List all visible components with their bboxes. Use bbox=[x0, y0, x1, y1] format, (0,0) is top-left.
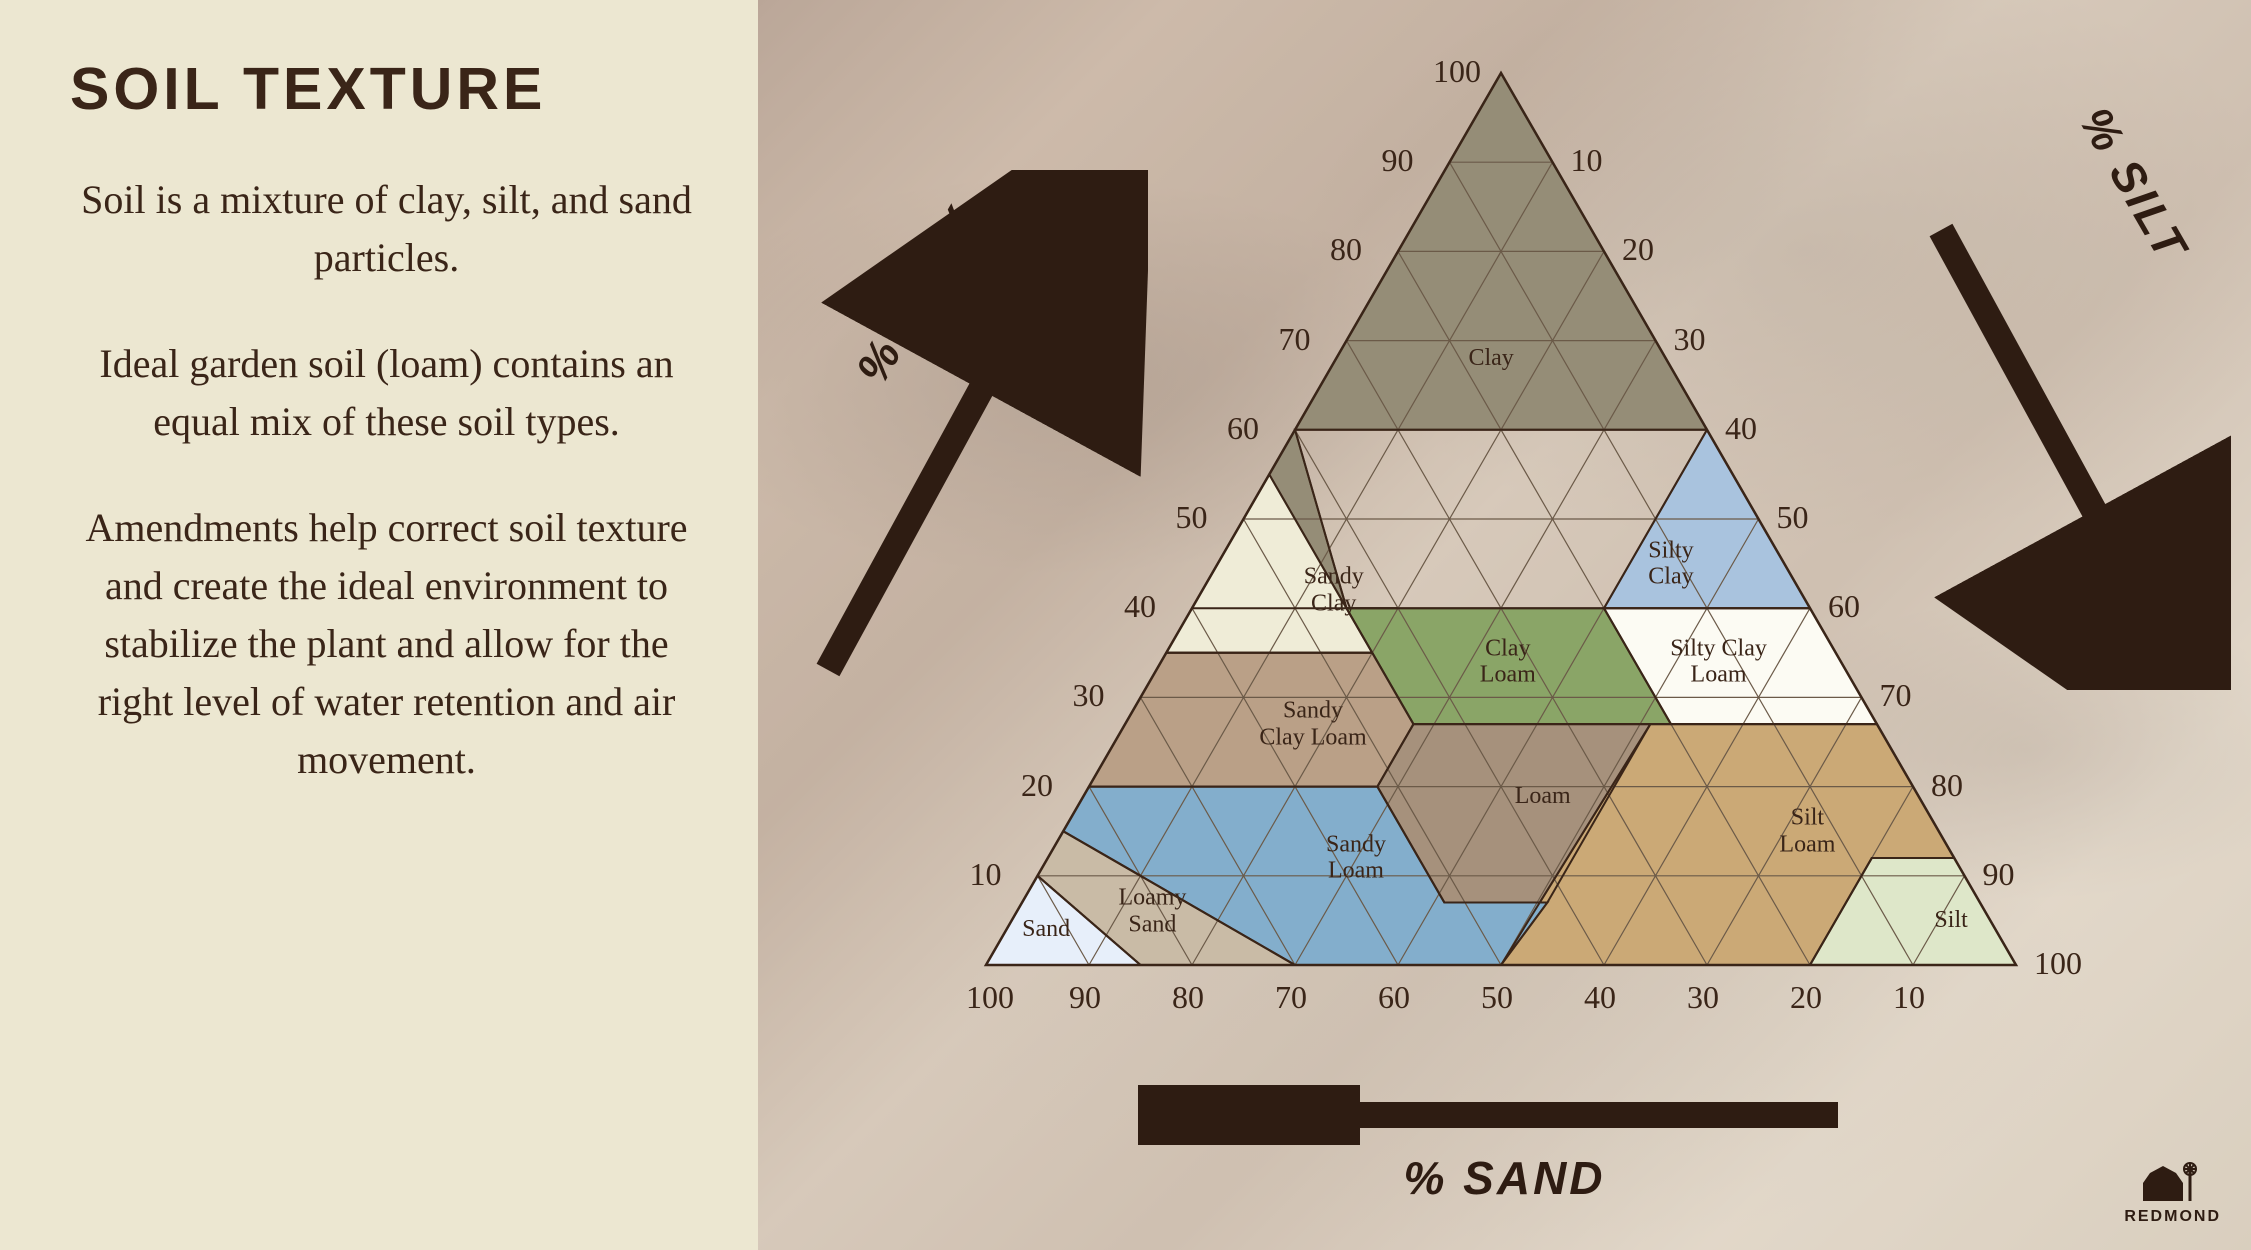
tick-clay-70: 70 bbox=[1279, 321, 1311, 358]
brand-logo: REDMOND bbox=[2124, 1161, 2221, 1226]
tick-silt-90: 90 bbox=[1983, 856, 2015, 893]
tick-silt-80: 80 bbox=[1931, 767, 1963, 804]
tick-silt-40: 40 bbox=[1725, 410, 1757, 447]
region-label-clay: Clay bbox=[1468, 345, 1513, 371]
tick-silt-20: 20 bbox=[1622, 231, 1654, 268]
tick-silt-100: 100 bbox=[2034, 945, 2082, 982]
tick-sand-90: 90 bbox=[1069, 979, 1101, 1016]
tick-sand-60: 60 bbox=[1378, 979, 1410, 1016]
tick-clay-60: 60 bbox=[1227, 410, 1259, 447]
tick-sand-80: 80 bbox=[1172, 979, 1204, 1016]
tick-clay-30: 30 bbox=[1073, 677, 1105, 714]
tick-sand-50: 50 bbox=[1481, 979, 1513, 1016]
region-label-sandy-clay-loam: SandyClay Loam bbox=[1259, 698, 1366, 751]
region-label-loam: Loam bbox=[1515, 782, 1571, 808]
tick-sand-70: 70 bbox=[1275, 979, 1307, 1016]
region-label-sandy-clay: SandyClay bbox=[1304, 564, 1364, 617]
tick-silt-70: 70 bbox=[1880, 677, 1912, 714]
barn-icon bbox=[2138, 1161, 2208, 1203]
axis-label-sand: % SAND bbox=[1403, 1151, 1605, 1205]
tick-clay-90: 90 bbox=[1382, 142, 1414, 179]
paragraph-1: Soil is a mixture of clay, silt, and san… bbox=[70, 171, 703, 287]
region-label-loamy-sand: LoamySand bbox=[1118, 885, 1186, 938]
tick-sand-20: 20 bbox=[1790, 979, 1822, 1016]
region-label-sand: Sand bbox=[1022, 916, 1070, 942]
region-label-clay-loam: ClayLoam bbox=[1480, 635, 1536, 688]
right-panel: % CLAY % SILT % SAND bbox=[758, 0, 2251, 1250]
region-label-silt-loam: SiltLoam bbox=[1779, 805, 1835, 858]
tick-sand-10: 10 bbox=[1893, 979, 1925, 1016]
soil-triangle-diagram: % CLAY % SILT % SAND bbox=[758, 0, 2251, 1250]
arrow-sand bbox=[1138, 1085, 1858, 1145]
arrow-silt bbox=[1861, 170, 2231, 690]
tick-clay-10: 10 bbox=[970, 856, 1002, 893]
tick-sand-100: 100 bbox=[966, 979, 1014, 1016]
left-panel: SOIL TEXTURE Soil is a mixture of clay, … bbox=[0, 0, 758, 1250]
brand-logo-text: REDMOND bbox=[2124, 1208, 2221, 1226]
tick-silt-10: 10 bbox=[1571, 142, 1603, 179]
tick-clay-40: 40 bbox=[1124, 588, 1156, 625]
region-label-silty-clay: SiltyClay bbox=[1648, 537, 1693, 590]
region-label-sandy-loam: SandyLoam bbox=[1326, 832, 1386, 885]
paragraph-3: Amendments help correct soil texture and… bbox=[70, 499, 703, 789]
tick-clay-100: 100 bbox=[1433, 53, 1481, 90]
page-title: SOIL TEXTURE bbox=[70, 55, 703, 123]
arrow-clay bbox=[778, 170, 1148, 690]
paragraph-2: Ideal garden soil (loam) contains an equ… bbox=[70, 335, 703, 451]
tick-sand-30: 30 bbox=[1687, 979, 1719, 1016]
tick-silt-60: 60 bbox=[1828, 588, 1860, 625]
tick-clay-80: 80 bbox=[1330, 231, 1362, 268]
region-label-silty-clay-loam: Silty ClayLoam bbox=[1670, 635, 1767, 688]
tick-clay-20: 20 bbox=[1021, 767, 1053, 804]
tick-silt-50: 50 bbox=[1777, 499, 1809, 536]
tick-sand-40: 40 bbox=[1584, 979, 1616, 1016]
region-label-silt: Silt bbox=[1934, 907, 1967, 933]
tick-clay-50: 50 bbox=[1176, 499, 1208, 536]
tick-silt-30: 30 bbox=[1674, 321, 1706, 358]
